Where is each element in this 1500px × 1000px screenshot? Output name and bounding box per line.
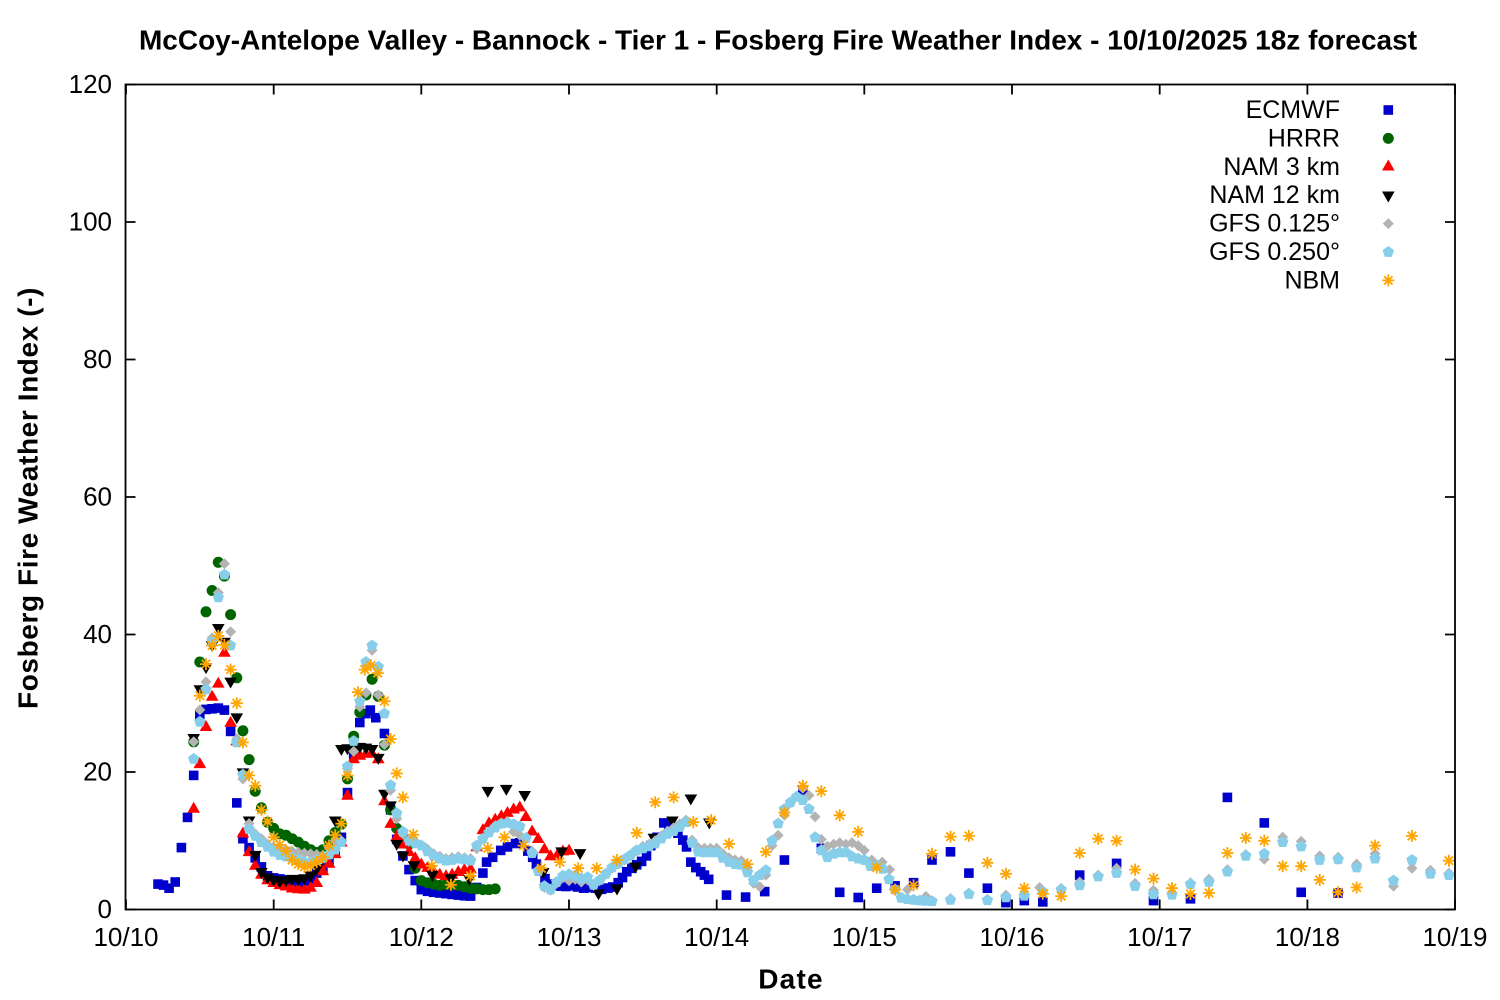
svg-text:120: 120 [69, 69, 112, 99]
svg-text:0: 0 [98, 894, 112, 924]
svg-text:GFS 0.250°: GFS 0.250° [1209, 238, 1340, 266]
svg-text:10/19: 10/19 [1422, 922, 1487, 952]
svg-text:10/15: 10/15 [832, 922, 897, 952]
svg-text:20: 20 [83, 757, 112, 787]
svg-text:10/11: 10/11 [242, 922, 305, 952]
svg-text:10/12: 10/12 [389, 922, 454, 952]
svg-text:Date: Date [758, 964, 824, 995]
svg-text:McCoy-Antelope Valley - Bannoc: McCoy-Antelope Valley - Bannock - Tier 1… [139, 25, 1417, 56]
svg-text:NAM 12 km: NAM 12 km [1209, 181, 1340, 209]
svg-text:10/10: 10/10 [93, 922, 158, 952]
svg-text:40: 40 [83, 619, 112, 649]
svg-text:60: 60 [83, 482, 112, 512]
svg-text:NAM 3 km: NAM 3 km [1223, 153, 1340, 181]
svg-text:10/17: 10/17 [1127, 922, 1192, 952]
svg-text:10/14: 10/14 [684, 922, 749, 952]
svg-text:GFS 0.125°: GFS 0.125° [1209, 210, 1340, 238]
svg-text:Fosberg Fire Weather Index (-): Fosberg Fire Weather Index (-) [13, 287, 44, 709]
svg-text:10/16: 10/16 [979, 922, 1044, 952]
svg-text:NBM: NBM [1284, 266, 1340, 294]
svg-text:HRRR: HRRR [1268, 124, 1340, 152]
svg-text:ECMWF: ECMWF [1246, 96, 1340, 124]
svg-text:10/13: 10/13 [536, 922, 601, 952]
svg-text:80: 80 [83, 344, 112, 374]
svg-text:100: 100 [69, 207, 112, 237]
svg-text:10/18: 10/18 [1275, 922, 1340, 952]
